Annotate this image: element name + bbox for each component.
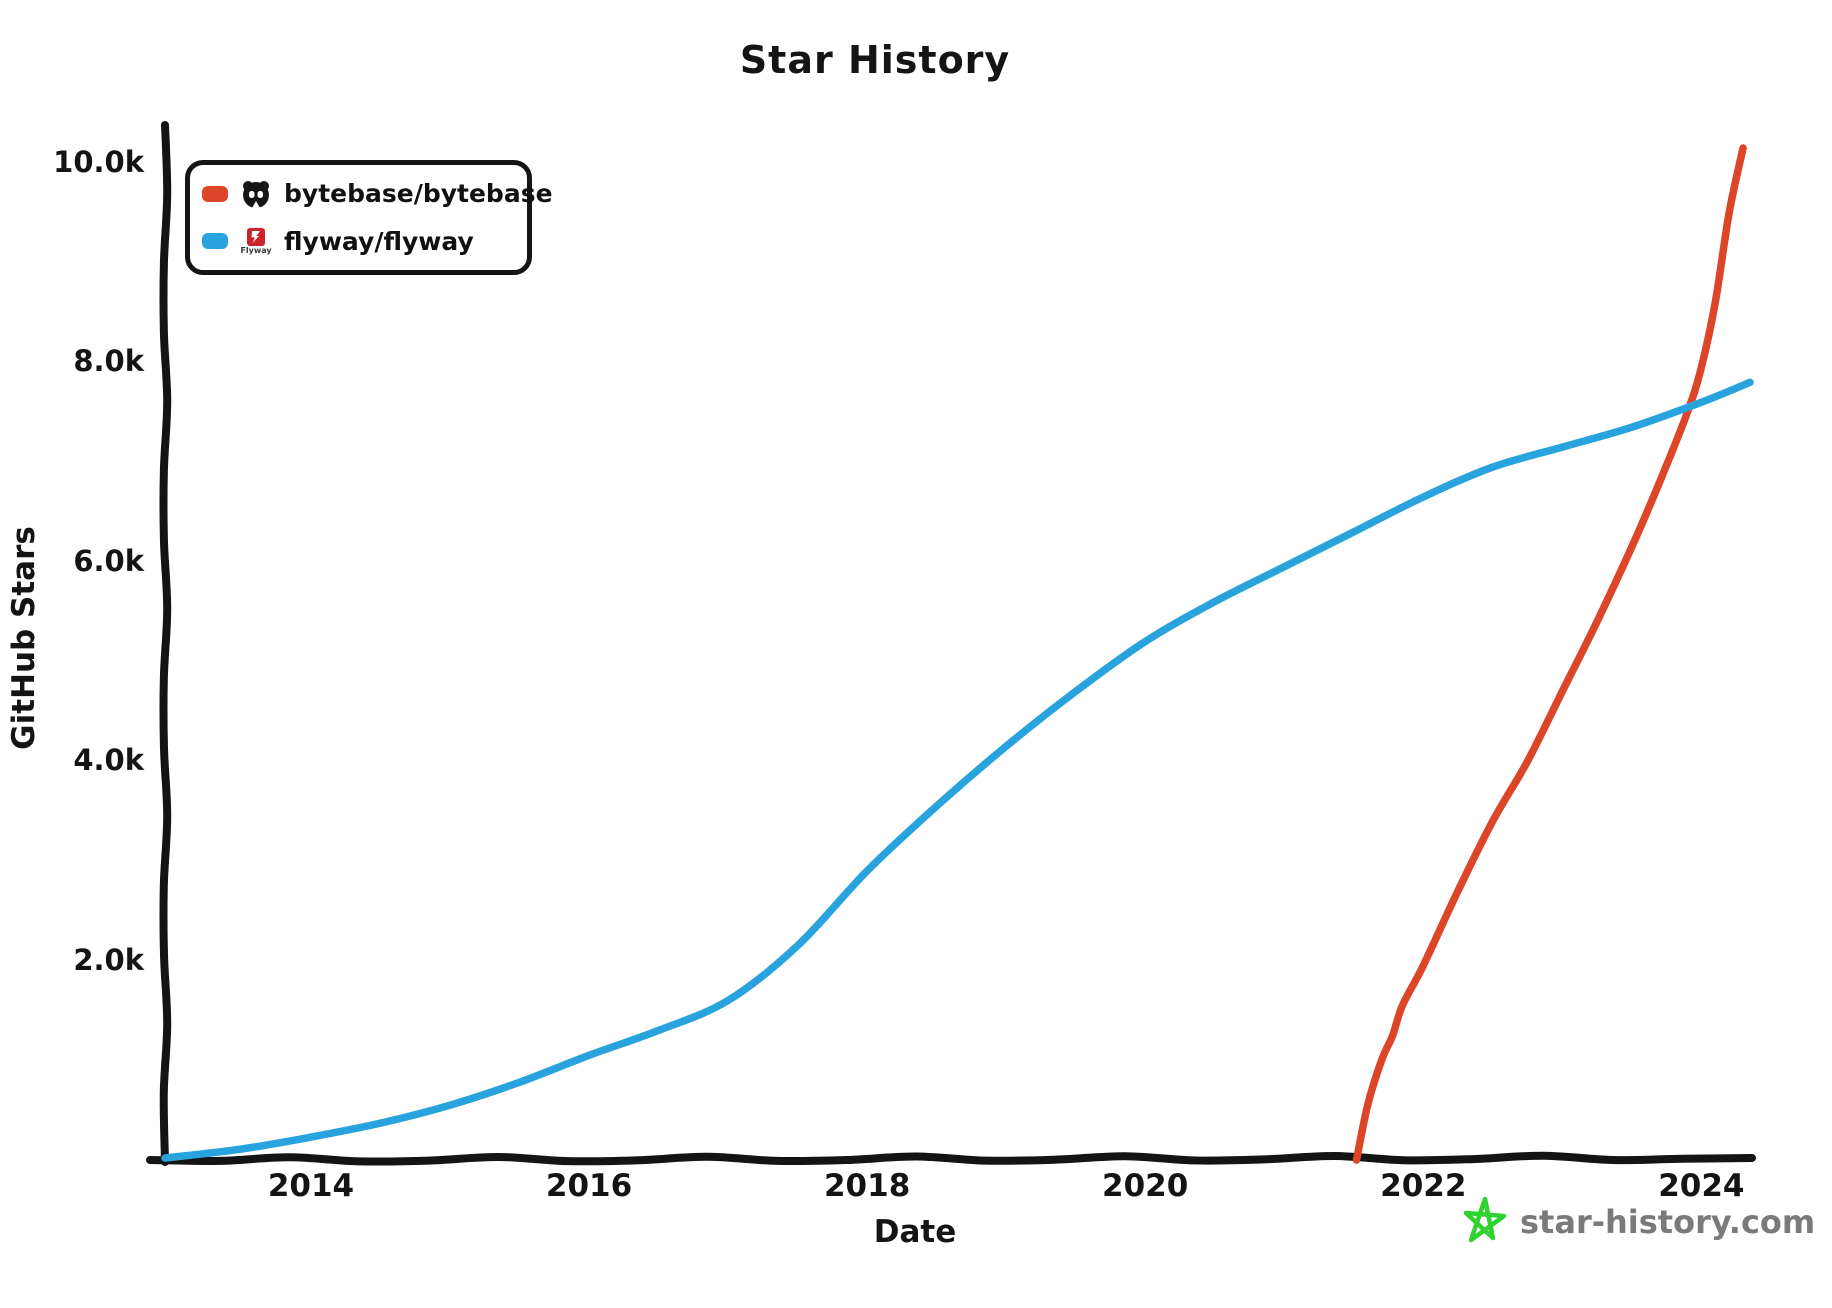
watermark: star-history.com (1462, 1196, 1815, 1248)
x-axis-title: Date (873, 1214, 957, 1250)
legend-item-flyway: Flyway flyway/flyway (202, 218, 515, 264)
x-tick-label-2014: 2014 (267, 1168, 355, 1204)
y-tick-label-10.0k: 10.0k (53, 145, 144, 179)
legend-item-bytebase: bytebase/bytebase (202, 171, 553, 217)
bytebase-color-swatch (202, 185, 228, 202)
flyway-logo-text: Flyway (240, 245, 272, 255)
flyway-color-swatch (202, 233, 228, 250)
chart-title: Star History (739, 38, 1011, 82)
x-tick-label-2020: 2020 (1102, 1168, 1189, 1204)
star-icon (1462, 1196, 1508, 1248)
x-tick-label-2024: 2024 (1658, 1168, 1745, 1204)
y-axis-title: GitHub Stars (6, 526, 42, 750)
y-tick-label-6.0k: 6.0k (73, 543, 144, 578)
legend-label-bytebase: bytebase/bytebase (284, 179, 553, 209)
x-tick-label-2016: 2016 (545, 1168, 633, 1204)
x-axis-line (146, 1151, 1756, 1166)
series-line-flyway (161, 378, 1754, 1162)
bytebase-avatar-icon (240, 174, 272, 214)
watermark-text: star-history.com (1520, 1203, 1816, 1241)
x-tick-label-2022: 2022 (1380, 1168, 1467, 1204)
y-axis-line (159, 121, 172, 1166)
series-line-bytebase (1352, 144, 1747, 1164)
y-tick-label-4.0k: 4.0k (73, 743, 144, 778)
y-tick-label-2.0k: 2.0k (73, 942, 144, 977)
flyway-logo-icon: Flyway (240, 221, 272, 261)
legend-label-flyway: flyway/flyway (284, 226, 474, 256)
x-tick-label-2018: 2018 (823, 1168, 911, 1204)
chart-legend: bytebase/bytebase Flyway flyway/flyway (185, 160, 553, 275)
y-tick-label-8.0k: 8.0k (73, 344, 144, 379)
